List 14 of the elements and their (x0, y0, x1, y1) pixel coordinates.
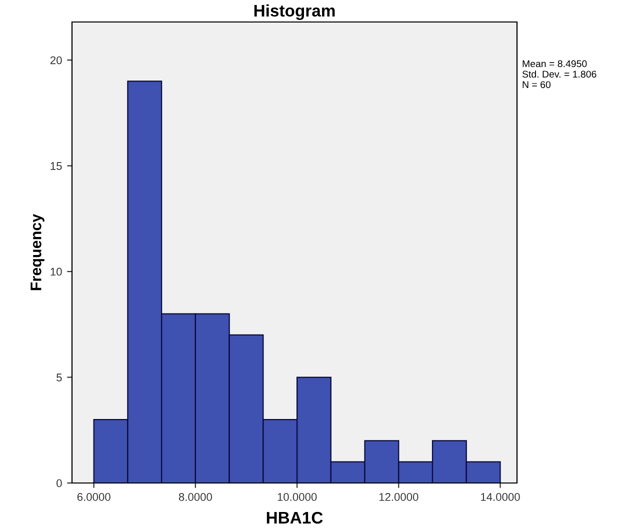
y-tick-label: 10 (50, 268, 62, 276)
x-tick-label: 14.0000 (481, 493, 520, 501)
y-tick-label: 15 (50, 162, 62, 170)
x-axis-title: HBA1C (266, 512, 323, 524)
x-tick-label: 6.0000 (77, 493, 110, 501)
y-tick-label: 0 (56, 479, 62, 488)
y-tick-label: 5 (56, 374, 62, 382)
y-tick-label: 20 (50, 56, 62, 64)
text: Mean = 8.4950 Std. Dev. = 1.806 N = 60 (522, 60, 596, 88)
x-tick-label: 8.0000 (178, 493, 212, 501)
x-tick-label: 12.0000 (379, 493, 418, 501)
y-axis-title: Frequency (30, 214, 44, 290)
x-tick-label: 10.0000 (278, 493, 317, 501)
chart-title: Histogram (254, 4, 335, 20)
